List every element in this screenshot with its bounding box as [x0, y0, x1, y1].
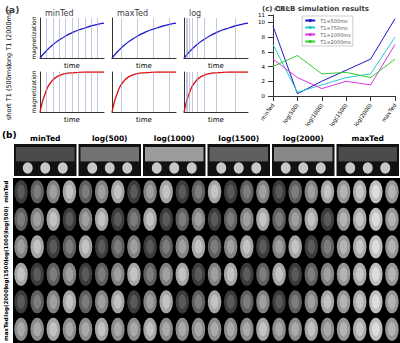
svg-text:T1=2000ms: T1=2000ms [319, 39, 351, 45]
svg-text:(c) CRLB simulation results: (c) CRLB simulation results [262, 5, 369, 13]
svg-text:long T1 (2000ms): long T1 (2000ms) [5, 9, 13, 67]
svg-text:10: 10 [258, 19, 265, 25]
svg-text:time: time [136, 116, 152, 124]
svg-text:T1=750ms: T1=750ms [319, 25, 348, 31]
svg-text:minTed: minTed [3, 181, 9, 203]
svg-text:maxTed: maxTed [352, 134, 384, 143]
svg-text:minTed: minTed [45, 9, 74, 18]
svg-text:(b): (b) [2, 130, 17, 140]
svg-text:time: time [64, 62, 80, 70]
svg-text:T1=1000ms: T1=1000ms [319, 32, 351, 38]
svg-text:log(1500): log(1500) [218, 134, 259, 143]
svg-text:minTed: minTed [30, 134, 60, 143]
svg-text:T1=500ms: T1=500ms [319, 18, 348, 24]
svg-text:11: 11 [258, 12, 265, 18]
svg-text:0: 0 [261, 93, 265, 99]
svg-text:log(1000): log(1000) [154, 134, 195, 143]
svg-text:4: 4 [261, 64, 265, 70]
svg-text:log(2000): log(2000) [3, 286, 10, 316]
svg-text:log(2000): log(2000) [353, 102, 374, 128]
svg-text:minTed: minTed [259, 102, 275, 122]
svg-text:short T1 (500ms): short T1 (500ms) [5, 64, 13, 120]
svg-text:time: time [208, 116, 224, 124]
svg-text:log: log [189, 9, 201, 18]
svg-text:time: time [136, 62, 152, 70]
svg-text:log(1500): log(1500) [328, 102, 349, 128]
svg-text:maxTed: maxTed [3, 317, 9, 341]
svg-text:time: time [64, 116, 80, 124]
svg-text:log(500): log(500) [92, 134, 128, 143]
svg-text:8: 8 [261, 34, 265, 40]
svg-text:2: 2 [261, 78, 265, 84]
svg-text:log(1000): log(1000) [304, 102, 325, 128]
svg-text:log(1000): log(1000) [3, 231, 10, 261]
svg-text:time: time [208, 62, 224, 70]
svg-text:(a): (a) [5, 5, 19, 15]
svg-text:log(1500): log(1500) [3, 259, 10, 289]
svg-text:log(500): log(500) [3, 206, 10, 233]
svg-text:6: 6 [261, 49, 265, 55]
svg-text:maxTed: maxTed [117, 9, 148, 18]
svg-text:magnetization: magnetization [30, 16, 38, 59]
svg-text:maxTed: maxTed [380, 102, 397, 123]
svg-text:magnetization: magnetization [30, 70, 38, 113]
svg-text:log(2000): log(2000) [283, 134, 324, 143]
svg-text:log(500): log(500) [282, 102, 301, 125]
